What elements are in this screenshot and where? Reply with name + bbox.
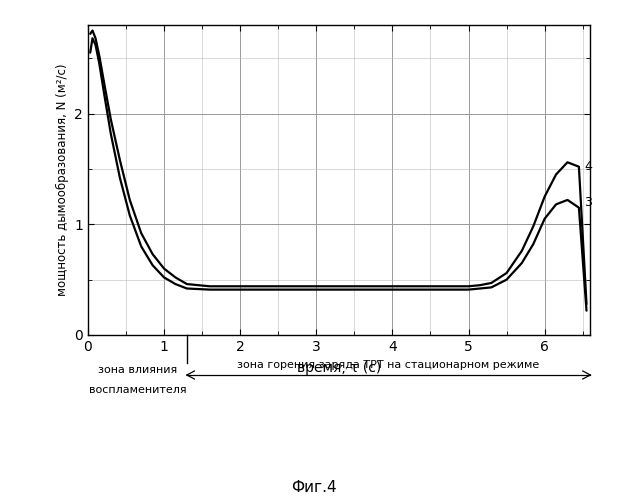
Text: Фиг.4: Фиг.4	[291, 480, 337, 495]
Text: зона влияния: зона влияния	[98, 365, 177, 375]
Y-axis label: мощность дымообразования, N (м²/с): мощность дымообразования, N (м²/с)	[55, 64, 68, 296]
Text: зона горения заряда ТРТ на стационарном режиме: зона горения заряда ТРТ на стационарном …	[237, 360, 539, 370]
Text: 3: 3	[584, 196, 592, 208]
Text: 4: 4	[584, 160, 592, 173]
X-axis label: время, τ (с): время, τ (с)	[297, 361, 381, 375]
Text: воспламенителя: воспламенителя	[89, 385, 187, 395]
